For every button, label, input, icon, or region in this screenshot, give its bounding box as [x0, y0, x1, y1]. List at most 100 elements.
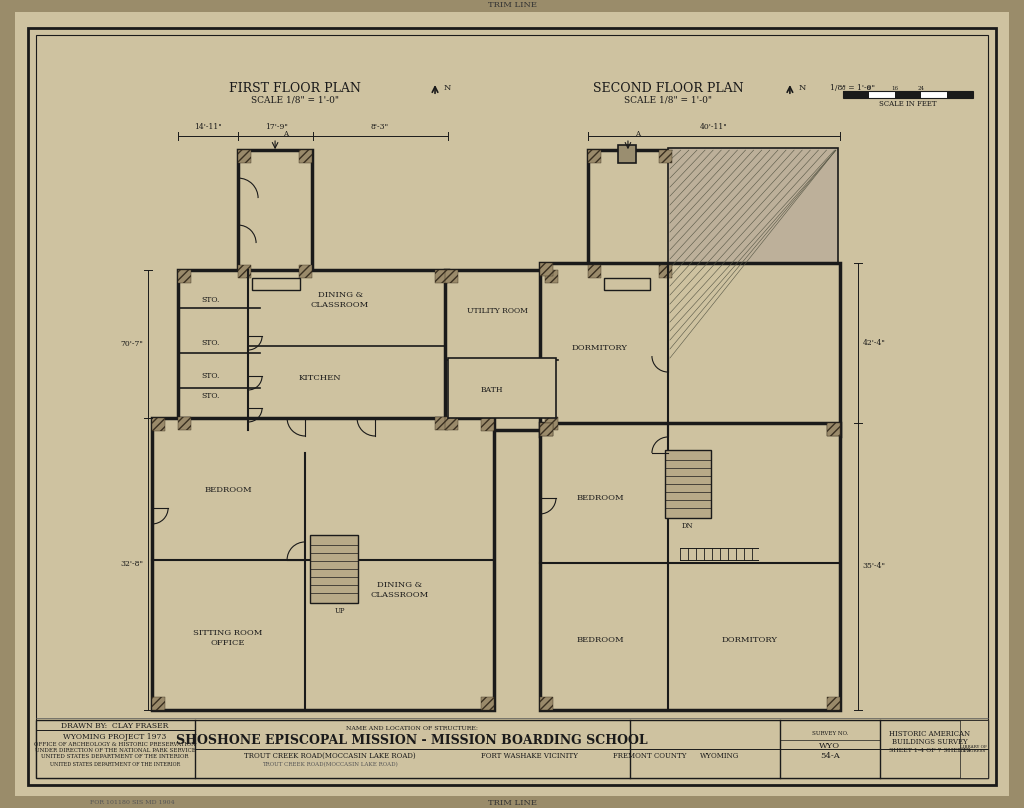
- Bar: [252, 278, 300, 290]
- Text: N: N: [798, 84, 806, 92]
- Bar: [178, 270, 191, 283]
- Text: BATH: BATH: [480, 386, 503, 394]
- Text: A: A: [283, 130, 288, 138]
- Text: FOR 101180 SIS MD 1904: FOR 101180 SIS MD 1904: [90, 801, 175, 806]
- Text: UNITED STATES DEPARTMENT OF THE INTERIOR: UNITED STATES DEPARTMENT OF THE INTERIOR: [41, 755, 188, 760]
- Bar: [540, 423, 840, 710]
- Text: 54-A: 54-A: [820, 752, 840, 760]
- Text: N: N: [443, 84, 451, 92]
- Bar: [481, 418, 494, 431]
- Text: TROUT CREEK ROAD(MOCCASIN LAKE ROAD): TROUT CREEK ROAD(MOCCASIN LAKE ROAD): [262, 762, 398, 768]
- Bar: [445, 270, 458, 283]
- Text: OFFICE OF ARCHEOLOGY & HISTORIC PRESERVATION: OFFICE OF ARCHEOLOGY & HISTORIC PRESERVA…: [34, 743, 196, 747]
- Bar: [445, 270, 558, 430]
- Text: UTILITY ROOM: UTILITY ROOM: [467, 307, 527, 315]
- Bar: [540, 696, 553, 710]
- Text: A: A: [636, 130, 640, 138]
- Text: 1/8" = 1'-0": 1/8" = 1'-0": [829, 84, 874, 92]
- Text: SCALE IN FEET: SCALE IN FEET: [879, 100, 937, 108]
- Text: FREMONT COUNTY: FREMONT COUNTY: [613, 752, 687, 760]
- Bar: [659, 265, 672, 278]
- Text: FIRST FLOOR PLAN: FIRST FLOOR PLAN: [229, 82, 361, 95]
- Bar: [665, 450, 711, 518]
- Text: BUILDINGS SURVEY: BUILDINGS SURVEY: [892, 738, 968, 746]
- Text: SECOND FLOOR PLAN: SECOND FLOOR PLAN: [593, 82, 743, 95]
- Bar: [435, 270, 449, 283]
- Bar: [947, 91, 973, 98]
- Bar: [659, 150, 672, 163]
- Text: BEDROOM: BEDROOM: [577, 494, 624, 502]
- Bar: [604, 278, 650, 290]
- Text: STO.: STO.: [201, 339, 219, 347]
- Bar: [299, 265, 312, 278]
- Text: DN: DN: [682, 522, 693, 530]
- Text: WYOMING PROJECT 1973: WYOMING PROJECT 1973: [63, 733, 167, 741]
- Bar: [178, 270, 449, 430]
- Bar: [239, 265, 251, 278]
- Text: DINING &
CLASSROOM: DINING & CLASSROOM: [371, 581, 429, 599]
- Bar: [869, 91, 895, 98]
- Bar: [299, 150, 312, 163]
- Text: TRIM LINE: TRIM LINE: [487, 1, 537, 9]
- Text: 14'-11": 14'-11": [195, 123, 222, 131]
- Bar: [435, 417, 449, 430]
- Text: DINING &
CLASSROOM: DINING & CLASSROOM: [311, 292, 370, 309]
- Bar: [540, 423, 553, 436]
- Bar: [310, 535, 358, 603]
- Text: 0: 0: [841, 86, 845, 90]
- Bar: [545, 270, 558, 283]
- Text: 40'-11": 40'-11": [700, 123, 728, 131]
- Text: DRAWN BY:  CLAY FRASER: DRAWN BY: CLAY FRASER: [61, 722, 169, 730]
- Text: 16: 16: [891, 86, 898, 90]
- Text: 42'-4": 42'-4": [862, 339, 886, 347]
- Bar: [449, 358, 556, 418]
- Bar: [843, 91, 973, 98]
- Bar: [617, 145, 636, 163]
- Bar: [153, 418, 494, 710]
- Text: STO.: STO.: [201, 392, 219, 400]
- Bar: [827, 423, 840, 436]
- Text: SHEET 1-4 OF 7 SHEETS: SHEET 1-4 OF 7 SHEETS: [889, 748, 971, 753]
- Bar: [959, 720, 988, 778]
- Text: HISTORIC AMERICAN: HISTORIC AMERICAN: [889, 730, 971, 738]
- Text: BEDROOM: BEDROOM: [577, 636, 624, 644]
- Bar: [239, 150, 312, 278]
- Text: SHOSHONE EPISCOPAL MISSION - MISSION BOARDING SCHOOL: SHOSHONE EPISCOPAL MISSION - MISSION BOA…: [176, 734, 648, 747]
- Polygon shape: [668, 148, 838, 368]
- Text: NAME AND LOCATION OF STRUCTURE:: NAME AND LOCATION OF STRUCTURE:: [346, 726, 478, 731]
- Bar: [239, 150, 251, 163]
- Bar: [827, 423, 840, 436]
- Bar: [540, 263, 553, 276]
- Text: 35'-4": 35'-4": [862, 562, 886, 570]
- Text: 8: 8: [867, 86, 870, 90]
- Bar: [153, 418, 165, 431]
- Bar: [36, 720, 988, 778]
- Text: SCALE 1/8" = 1'-0": SCALE 1/8" = 1'-0": [624, 95, 712, 104]
- Text: FORT WASHAKE VICINITY: FORT WASHAKE VICINITY: [481, 752, 579, 760]
- Bar: [540, 263, 840, 436]
- Text: SITTING ROOM
OFFICE: SITTING ROOM OFFICE: [194, 629, 263, 646]
- Bar: [843, 91, 869, 98]
- Bar: [545, 417, 558, 430]
- Text: SURVEY NO.: SURVEY NO.: [812, 731, 848, 736]
- Text: 8'-3": 8'-3": [371, 123, 389, 131]
- Bar: [895, 91, 921, 98]
- Bar: [588, 150, 672, 278]
- Bar: [588, 150, 601, 163]
- Bar: [153, 696, 165, 710]
- Text: DORMITORY: DORMITORY: [722, 636, 778, 644]
- Bar: [827, 696, 840, 710]
- Text: 24: 24: [918, 86, 925, 90]
- Text: LIBRARY OF
CONGRESS: LIBRARY OF CONGRESS: [961, 744, 987, 753]
- Text: BEDROOM: BEDROOM: [205, 486, 252, 494]
- Bar: [445, 417, 458, 430]
- Text: STO.: STO.: [201, 296, 219, 304]
- Text: STO.: STO.: [201, 372, 219, 380]
- Text: TROUT CREEK ROAD(MOCCASIN LAKE ROAD): TROUT CREEK ROAD(MOCCASIN LAKE ROAD): [245, 752, 416, 760]
- Bar: [481, 696, 494, 710]
- Bar: [178, 417, 191, 430]
- Bar: [921, 91, 947, 98]
- Bar: [540, 423, 553, 436]
- Text: 32'-8": 32'-8": [121, 560, 143, 568]
- Bar: [588, 265, 601, 278]
